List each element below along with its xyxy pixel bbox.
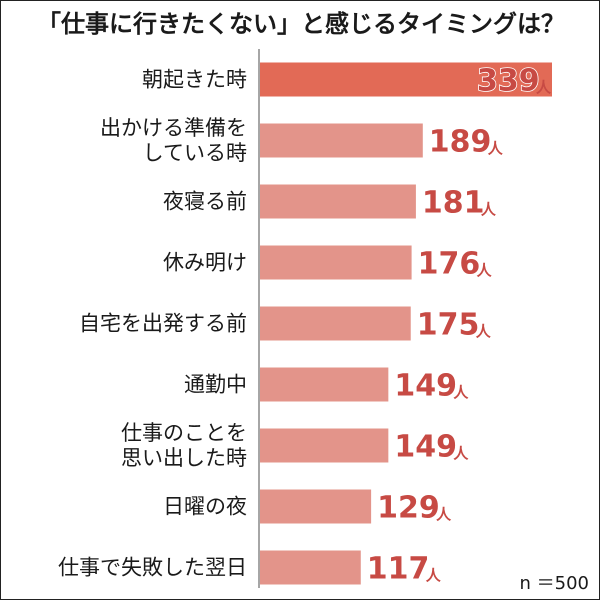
bar-9 — [260, 550, 361, 585]
unit-label: 人 — [453, 384, 469, 402]
unit-label: 人 — [481, 201, 497, 219]
category-label: 通勤中 — [184, 373, 247, 397]
sample-size-label: n ＝500 — [519, 573, 590, 594]
category-label: 出かける準備をしている時 — [100, 116, 247, 165]
unit-label: 人 — [488, 140, 504, 158]
value-label: 339 — [477, 64, 540, 99]
bar-4 — [260, 245, 412, 280]
category-label: 夜寝る前 — [163, 190, 247, 214]
unit-label: 人 — [453, 445, 469, 463]
bar-1 — [260, 62, 552, 97]
category-label: 自宅を出発する前 — [79, 312, 247, 336]
value-label: 189 — [429, 125, 492, 160]
category-label: 仕事で失敗した翌日 — [58, 556, 247, 580]
bar-5 — [260, 306, 411, 341]
unit-label: 人 — [477, 262, 493, 280]
value-label: 117 — [367, 552, 430, 587]
value-label: 175 — [417, 308, 480, 343]
bar-3 — [260, 184, 416, 219]
value-label: 149 — [394, 369, 457, 404]
unit-label: 人 — [426, 567, 442, 585]
category-label: 仕事のことを思い出した時 — [121, 421, 247, 470]
category-label: 朝起きた時 — [142, 68, 247, 92]
unit-label: 人 — [536, 79, 552, 97]
unit-label: 人 — [476, 323, 492, 341]
value-label: 149 — [394, 430, 457, 465]
category-label: 休み明け — [163, 251, 247, 275]
value-label: 129 — [377, 491, 440, 526]
value-label: 181 — [422, 186, 485, 221]
bar-2 — [260, 123, 423, 158]
chart-title: 「仕事に行きたくない」と感じるタイミングは？ — [37, 10, 565, 38]
bar-6 — [260, 367, 389, 402]
category-label: 日曜の夜 — [163, 495, 247, 519]
bar-7 — [260, 428, 389, 463]
bar-8 — [260, 489, 372, 524]
unit-label: 人 — [436, 506, 452, 524]
value-label: 176 — [418, 247, 481, 282]
